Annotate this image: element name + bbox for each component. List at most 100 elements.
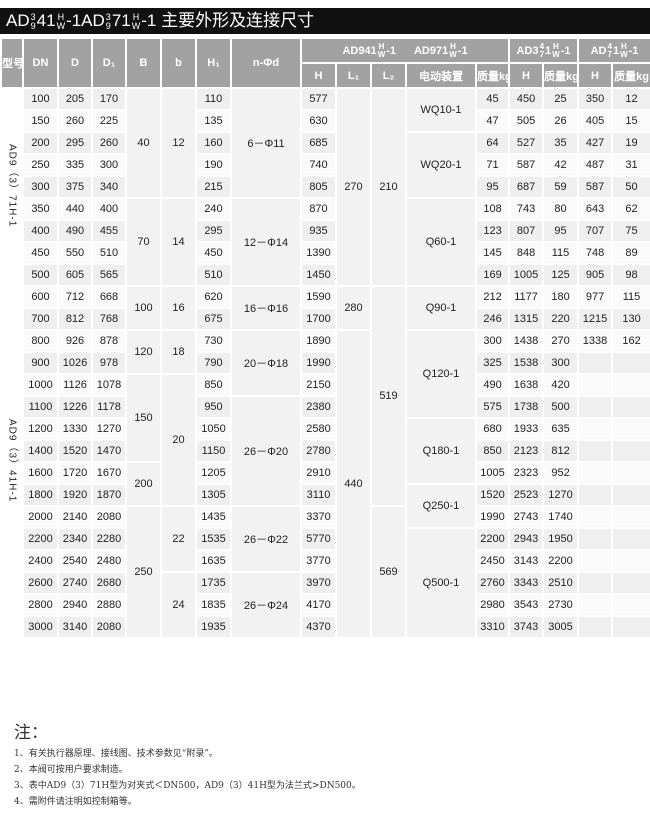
cell-d1: 878	[91, 329, 127, 353]
cell-act: WQ10-1	[405, 87, 477, 133]
header-group-ad941-ad971: AD941 H W -1 AD971 H W -1	[299, 37, 511, 64]
cell-d: 2340	[57, 527, 93, 551]
cell-weight-ad3: 2510	[542, 571, 580, 595]
cell-nd: 20－Φ18	[230, 329, 302, 397]
cell-h-ad3: 2523	[508, 483, 545, 507]
cell-weight-941: 47	[474, 109, 511, 133]
cell-text: 26－Φ24	[243, 600, 289, 612]
cell-b: 200	[125, 461, 162, 507]
cell-h-ad7	[577, 373, 614, 397]
cell-text: WQ10-1	[420, 104, 462, 116]
cell-h-ad7	[577, 439, 614, 463]
cell-h-ad3: 743	[508, 197, 545, 221]
header-weight: 质量kg	[474, 62, 511, 89]
cell-h-ad7: 587	[577, 175, 614, 199]
cell-dn: 1600	[22, 461, 59, 485]
cell-h-ad3: 505	[508, 109, 545, 133]
cell-weight-ad7: 98	[611, 263, 650, 287]
cell-text: Q500-1	[422, 577, 460, 589]
cell-weight-ad7	[611, 527, 650, 551]
header-text: 1	[545, 44, 552, 57]
cell-b: 16	[160, 285, 197, 331]
cell-h: 1450	[300, 263, 337, 287]
cell-b: 120	[125, 329, 162, 375]
header-text: -1	[386, 44, 397, 57]
cell-weight-941: 850	[474, 439, 511, 463]
cell-h1: 190	[195, 153, 232, 177]
cell-weight-ad7: 89	[611, 241, 650, 265]
cell-dn: 400	[22, 219, 59, 243]
cell-h1: 790	[195, 351, 232, 375]
cell-d: 812	[57, 307, 93, 331]
cell-weight-ad3: 95	[542, 219, 580, 243]
cell-b: 70	[125, 197, 162, 287]
cell-h1: 215	[195, 175, 232, 199]
cell-d: 1026	[57, 351, 93, 375]
sup: 4	[539, 41, 545, 51]
cell-b: 100	[125, 285, 162, 331]
cell-h-ad7	[577, 395, 614, 419]
cell-dn: 3000	[22, 615, 59, 639]
cell-text: 70	[137, 236, 150, 248]
cell-h-ad7	[577, 351, 614, 375]
cell-d: 1126	[57, 373, 93, 397]
cell-text: Q90-1	[425, 302, 457, 314]
cell-text: 16	[172, 302, 185, 314]
cell-h-ad7: 427	[577, 131, 614, 155]
cell-h-ad3: 587	[508, 153, 545, 177]
cell-h-ad3: 1005	[508, 263, 545, 287]
cell-h-ad7: 905	[577, 263, 614, 287]
cell-b: 250	[125, 505, 162, 639]
cell-text: 12	[172, 137, 185, 149]
cell-weight-ad3: 125	[542, 263, 580, 287]
sub: W	[449, 49, 457, 59]
table-row: 700 812 768 675 1700 246 1315 220 1215 130	[1, 307, 650, 331]
cell-weight-ad7	[611, 483, 650, 507]
cell-h1: 1835	[195, 593, 232, 617]
cell-weight-ad3: 812	[542, 439, 580, 463]
cell-dn: 800	[22, 329, 59, 353]
cell-d1: 1870	[91, 483, 127, 507]
cell-d: 1226	[57, 395, 93, 419]
sub: 7	[539, 49, 545, 59]
cell-h: 2780	[300, 439, 337, 463]
cell-dn: 450	[22, 241, 59, 265]
cell-d1: 340	[91, 175, 127, 199]
cell-b: 14	[160, 197, 197, 287]
title-text: 71	[111, 11, 131, 30]
cell-text: 12－Φ14	[243, 237, 289, 249]
sub: W	[377, 49, 386, 59]
cell-nd: 26－Φ22	[230, 505, 302, 573]
cell-d: 605	[57, 263, 93, 287]
header-h: H	[508, 62, 545, 89]
cell-d: 712	[57, 285, 93, 309]
cell-h: 1890	[300, 329, 337, 353]
cell-dn: 200	[22, 131, 59, 155]
cell-d: 335	[57, 153, 93, 177]
cell-h-ad7	[577, 615, 614, 639]
cell-h-ad7	[577, 527, 614, 551]
cell-h: 3770	[300, 549, 337, 573]
header-weight: 质量kg	[542, 62, 580, 89]
sup: H	[57, 11, 65, 22]
header-text: AD971	[413, 44, 449, 57]
cell-text: 210	[379, 181, 398, 193]
cell-dn: 2200	[22, 527, 59, 551]
cell-d: 440	[57, 197, 93, 221]
table-row: 450 550 510 450 1390 145 848 115 748 89	[1, 241, 650, 265]
cell-text: 24	[172, 599, 185, 611]
cell-d1: 978	[91, 351, 127, 375]
cell-weight-ad7	[611, 461, 650, 485]
cell-h-ad3: 2323	[508, 461, 545, 485]
cell-text: 20－Φ18	[243, 358, 289, 370]
sub: W	[552, 49, 560, 59]
cell-weight-941: 246	[474, 307, 511, 331]
cell-h-ad3: 1638	[508, 373, 545, 397]
cell-h1: 1535	[195, 527, 232, 551]
cell-weight-ad3: 220	[542, 307, 580, 331]
cell-d: 1720	[57, 461, 93, 485]
cell-text: 440	[344, 478, 363, 490]
cell-weight-ad3: 2200	[542, 549, 580, 573]
